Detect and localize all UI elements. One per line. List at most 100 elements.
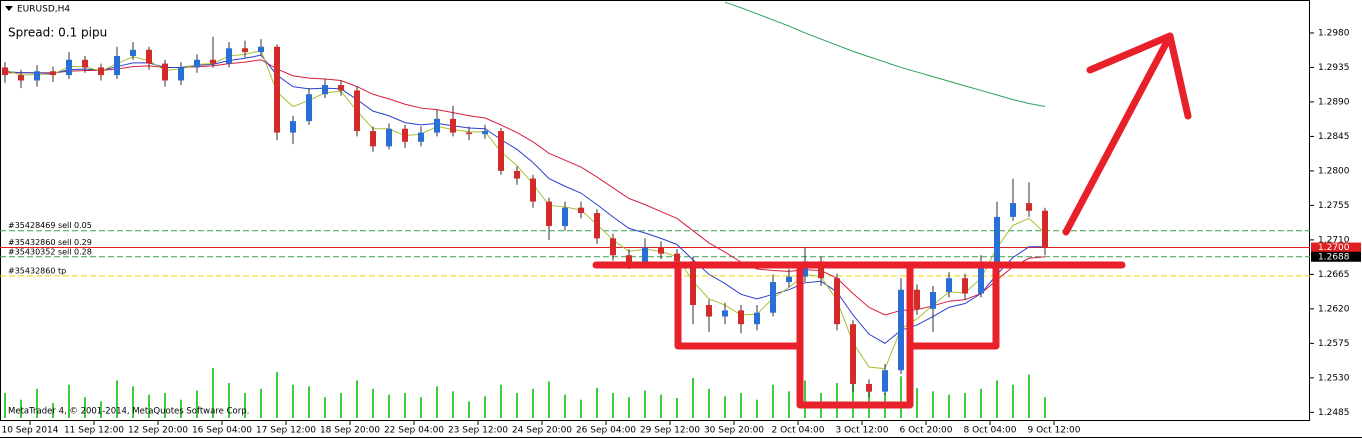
- candle-body: [834, 278, 840, 325]
- candle-body: [370, 131, 376, 147]
- order-label: #35428469 sell 0.05: [8, 221, 92, 230]
- x-tick-label: 30 Sep 20:00: [704, 426, 764, 436]
- candle-body: [258, 46, 264, 53]
- candle-body: [610, 238, 616, 256]
- candle-body: [578, 207, 584, 214]
- candle-body: [706, 305, 712, 317]
- order-label: #35432860 tp: [8, 266, 66, 275]
- order-label: #35430352 sell 0.28: [8, 247, 92, 256]
- candle-body: [498, 131, 504, 171]
- candle-body: [882, 370, 888, 392]
- candle-body: [802, 261, 808, 277]
- x-tick-label: 9 Oct 12:00: [1028, 426, 1081, 436]
- copyright: MetaTrader 4, © 2001-2014, MetaQuotes So…: [8, 407, 249, 417]
- candle-body: [114, 55, 120, 76]
- price-tag: [1311, 242, 1361, 253]
- candle-body: [962, 278, 968, 294]
- y-tick-label: 1.2845: [1318, 132, 1350, 142]
- y-tick-label: 1.2620: [1318, 304, 1350, 314]
- candle-body: [642, 247, 648, 263]
- candle-body: [434, 118, 440, 133]
- x-tick-label: 29 Sep 12:00: [640, 426, 700, 436]
- x-tick-label: 24 Sep 20:00: [512, 426, 572, 436]
- candle-body: [1026, 203, 1032, 211]
- candle-body: [2, 67, 8, 76]
- x-tick-label: 18 Sep 20:00: [320, 426, 380, 436]
- left-shoulder: [674, 261, 804, 350]
- moving-average: [724, 1, 1046, 108]
- candle-body: [354, 90, 360, 132]
- arrow-head: [1086, 32, 1192, 120]
- x-tick-label: 3 Oct 12:00: [836, 426, 889, 436]
- candle-body: [690, 261, 696, 306]
- y-tick-label: 1.2665: [1318, 270, 1350, 280]
- candle-body: [562, 207, 568, 227]
- menu-triangle[interactable]: [5, 6, 13, 11]
- price-tag-label: 1.2688: [1318, 252, 1350, 262]
- candle-body: [1042, 210, 1048, 248]
- candle-body: [786, 276, 792, 283]
- x-tick-label: 23 Sep 12:00: [448, 426, 508, 436]
- candle-body: [34, 71, 40, 81]
- candle-body: [50, 71, 56, 76]
- x-tick-label: 6 Oct 20:00: [900, 426, 953, 436]
- marks: #35428469 sell 0.05#35432860 sell 0.29#3…: [0, 1, 1314, 425]
- price-tag-label: 1.2700: [1318, 243, 1350, 253]
- x-tick-label: 16 Sep 04:00: [192, 426, 252, 436]
- candle-body: [754, 312, 760, 325]
- order-label: #35432860 sell 0.29: [8, 238, 92, 247]
- window-title: EURUSD,H4: [17, 5, 70, 15]
- candle-body: [514, 170, 520, 179]
- candle-body: [386, 128, 392, 147]
- y-tick-label: 1.2485: [1318, 408, 1350, 418]
- y-tick-label: 1.2980: [1318, 28, 1350, 38]
- candle-body: [290, 121, 296, 133]
- x-tick-label: 11 Sep 12:00: [64, 426, 124, 436]
- candle-body: [850, 324, 856, 384]
- arrow-shaft: [1062, 32, 1174, 236]
- candle-body: [482, 131, 488, 135]
- candle-body: [66, 59, 72, 76]
- head: [796, 261, 914, 409]
- candle-body: [722, 310, 728, 317]
- candle-body: [994, 216, 1000, 263]
- candle-body: [898, 289, 904, 371]
- candle-body: [178, 67, 184, 81]
- candle-body: [594, 213, 600, 239]
- candle-body: [162, 63, 168, 81]
- candle-body: [530, 178, 536, 202]
- candle-body: [98, 67, 104, 76]
- candle-body: [130, 49, 136, 56]
- candle-body: [274, 46, 280, 133]
- spread: Spread: 0.1 pipu: [8, 26, 107, 40]
- candle-body: [402, 128, 408, 142]
- candle-body: [770, 282, 776, 313]
- candle-body: [978, 262, 984, 294]
- y-tick-label: 1.2530: [1318, 373, 1350, 383]
- candle-body: [626, 255, 632, 263]
- candle-body: [738, 310, 744, 325]
- y-tick-label: 1.2935: [1318, 63, 1350, 73]
- candle-body: [18, 75, 24, 81]
- candle-body: [866, 383, 872, 392]
- annotation: [592, 32, 1192, 409]
- candle-body: [210, 59, 216, 64]
- y-tick-label: 1.2890: [1318, 97, 1350, 107]
- candle-body: [466, 132, 472, 135]
- candle-body: [146, 49, 152, 64]
- candle-body: [194, 59, 200, 68]
- candle-body: [1010, 203, 1016, 217]
- candle-body: [242, 48, 248, 53]
- candle-body: [946, 278, 952, 293]
- x-tick-label: 10 Sep 2014: [1, 426, 58, 436]
- y-tick-label: 1.2800: [1318, 166, 1350, 176]
- x-tick-label: 22 Sep 04:00: [384, 426, 444, 436]
- candle-body: [226, 48, 232, 64]
- x-tick-label: 8 Oct 04:00: [964, 426, 1017, 436]
- y-tick-label: 1.2755: [1318, 201, 1350, 211]
- candle-body: [82, 59, 88, 68]
- x-tick-label: 17 Sep 12:00: [256, 426, 316, 436]
- candle-body: [818, 261, 824, 279]
- candle-body: [338, 85, 344, 91]
